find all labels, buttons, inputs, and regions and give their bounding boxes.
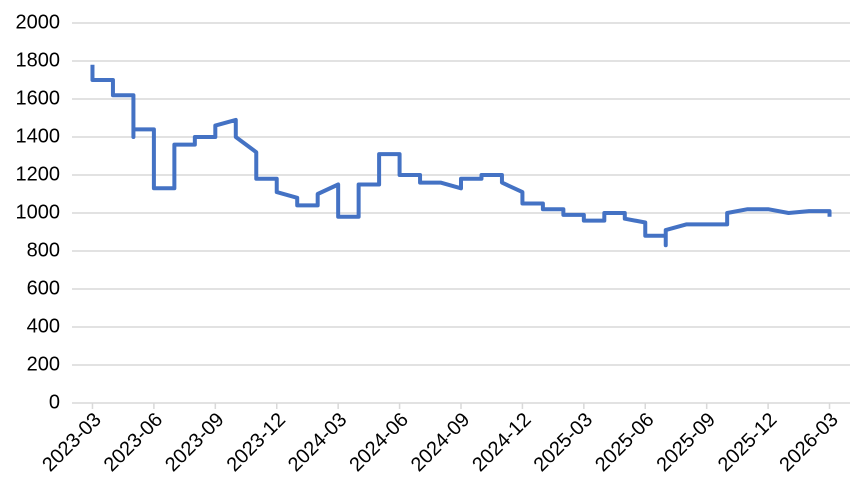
x-tick-label: 2025-03 xyxy=(530,409,597,476)
x-tick-label: 2025-12 xyxy=(714,409,781,476)
y-tick-label: 0 xyxy=(49,391,60,413)
y-tick-label: 1200 xyxy=(16,163,61,185)
x-tick-label: 2023-03 xyxy=(38,409,105,476)
x-tick-label: 2024-09 xyxy=(407,409,474,476)
y-tick-label: 2000 xyxy=(16,11,61,33)
y-tick-label: 600 xyxy=(27,277,60,299)
x-tick-label: 2023-12 xyxy=(223,409,290,476)
x-tick-label: 2023-09 xyxy=(161,409,228,476)
x-tick-label: 2024-06 xyxy=(345,409,412,476)
y-tick-label: 1000 xyxy=(16,201,61,223)
x-tick-label: 2025-09 xyxy=(652,409,719,476)
y-tick-label: 800 xyxy=(27,239,60,261)
y-tick-label: 1400 xyxy=(16,125,61,147)
x-tick-label: 2025-06 xyxy=(591,409,658,476)
x-tick-label: 2026-03 xyxy=(775,409,842,476)
y-tick-label: 400 xyxy=(27,315,60,337)
y-tick-label: 1600 xyxy=(16,87,61,109)
y-tick-label: 1800 xyxy=(16,49,61,71)
y-tick-label: 200 xyxy=(27,353,60,375)
data-line xyxy=(90,64,832,248)
x-tick-label: 2023-06 xyxy=(100,409,167,476)
x-tick-label: 2024-12 xyxy=(468,409,535,476)
x-tick-label: 2024-03 xyxy=(284,409,351,476)
